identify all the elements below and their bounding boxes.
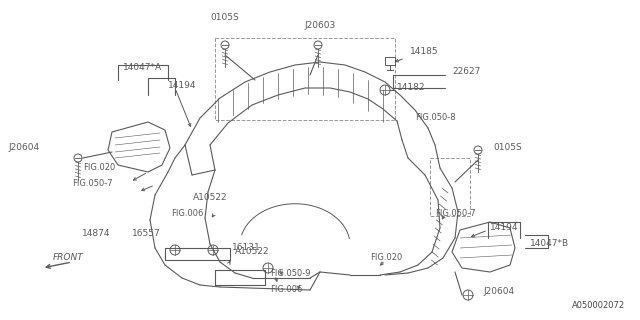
Text: 14194: 14194 xyxy=(168,81,196,90)
Text: 14047*B: 14047*B xyxy=(530,238,569,247)
Text: A050002072: A050002072 xyxy=(572,301,625,310)
Text: 14047*A: 14047*A xyxy=(124,63,163,73)
Circle shape xyxy=(221,41,229,49)
Bar xyxy=(430,158,470,216)
Text: A10522: A10522 xyxy=(235,247,269,257)
Text: FRONT: FRONT xyxy=(52,253,83,262)
Text: FIG.020: FIG.020 xyxy=(83,164,115,172)
Text: J20603: J20603 xyxy=(305,20,335,29)
Bar xyxy=(215,38,395,120)
Text: FIG.006: FIG.006 xyxy=(270,284,302,293)
Text: 14194: 14194 xyxy=(490,223,518,233)
Text: FIG.050-8: FIG.050-8 xyxy=(415,114,456,123)
Text: 14874: 14874 xyxy=(82,228,111,237)
Text: 14182: 14182 xyxy=(397,84,426,92)
Text: 16557: 16557 xyxy=(132,228,161,237)
Text: J20604: J20604 xyxy=(483,287,514,297)
Circle shape xyxy=(74,154,82,162)
Text: 0105S: 0105S xyxy=(493,143,522,153)
Text: FIG.050-9: FIG.050-9 xyxy=(270,269,310,278)
Text: 22627: 22627 xyxy=(452,68,481,76)
Text: FIG.020: FIG.020 xyxy=(370,253,403,262)
Text: 0105S: 0105S xyxy=(211,13,239,22)
Text: FIG.050-7: FIG.050-7 xyxy=(435,209,476,218)
Circle shape xyxy=(474,146,482,154)
Text: FIG.050-7: FIG.050-7 xyxy=(72,179,113,188)
Circle shape xyxy=(314,41,322,49)
Text: J20604: J20604 xyxy=(8,143,39,153)
Text: 14185: 14185 xyxy=(410,47,438,57)
Text: 16131: 16131 xyxy=(232,244,260,252)
Text: FIG.006: FIG.006 xyxy=(171,209,204,218)
Text: A10522: A10522 xyxy=(193,194,228,203)
